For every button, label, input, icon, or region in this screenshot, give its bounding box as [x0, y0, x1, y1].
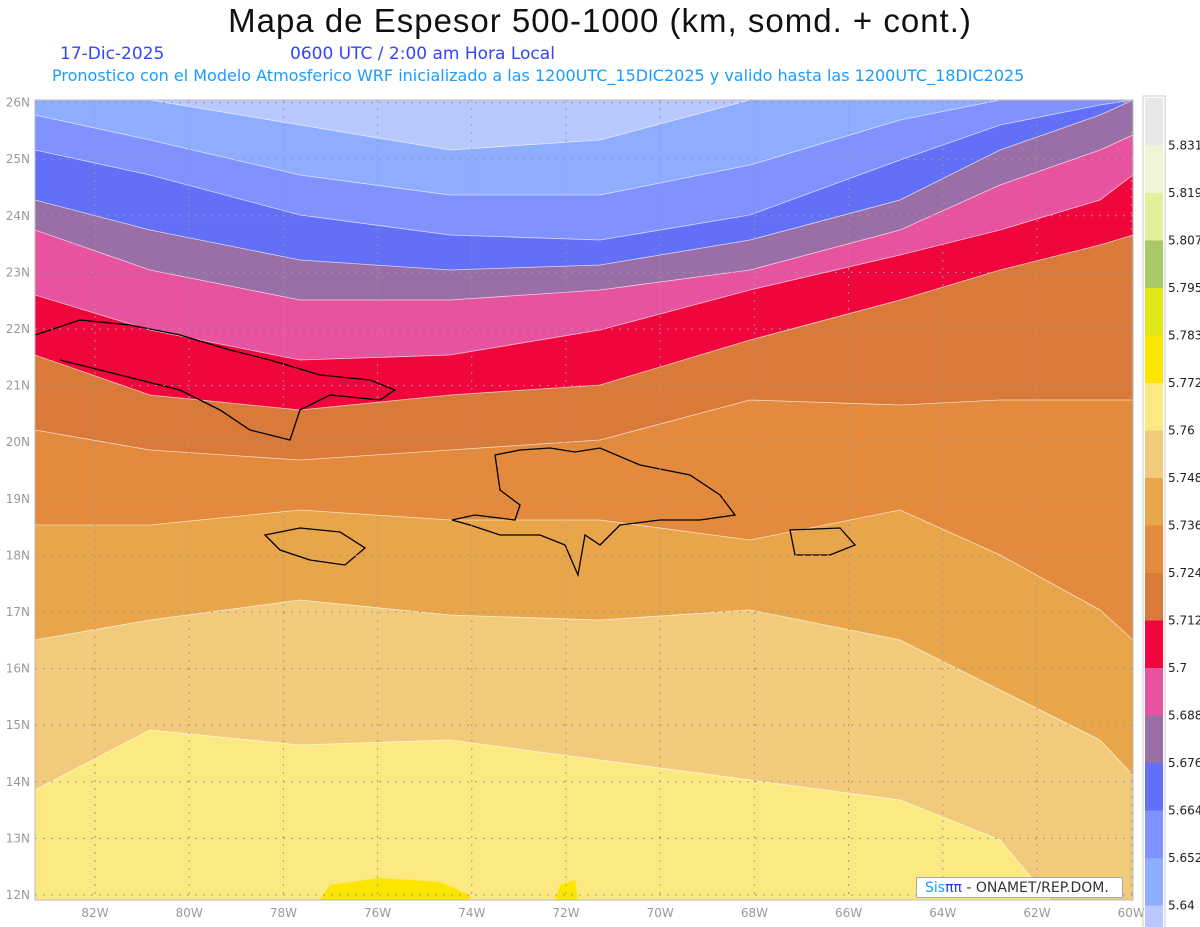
lon-tick-label: 62W: [1023, 906, 1050, 920]
puerto-rico-coast: [789, 527, 857, 556]
colorbar-swatch: [1145, 98, 1163, 146]
lon-tick-label: 68W: [741, 906, 768, 920]
model-subtitle: Pronostico con el Modelo Atmosferico WRF…: [52, 66, 1025, 85]
map-frame: [34, 99, 1134, 901]
colorbar-swatch: [1145, 288, 1163, 336]
lat-tick-label: 18N: [6, 548, 30, 562]
colorbar-label: 5.807: [1168, 234, 1200, 248]
colorbar-swatch: [1145, 810, 1163, 858]
colorbar-label: 5.688: [1168, 709, 1200, 723]
lon-tick-label: 82W: [81, 906, 108, 920]
lon-tick-label: 60W: [1118, 906, 1145, 920]
colorbar-label: 5.783: [1168, 329, 1200, 343]
lat-tick-label: 12N: [6, 888, 30, 902]
cuba-coast: [35, 319, 397, 441]
logo-text: - ONAMET/REP.DOM.: [961, 880, 1109, 896]
colorbar-swatch: [1145, 240, 1163, 288]
colorbar-swatch: [1145, 145, 1163, 193]
colorbar-label: 5.712: [1168, 614, 1200, 628]
lat-tick-label: 13N: [6, 831, 30, 845]
map-title: Mapa de Espesor 500-1000 (km, somd. + co…: [228, 2, 972, 39]
logo-sis: Sis: [925, 880, 946, 896]
colorbar-label: 5.795: [1168, 281, 1200, 295]
onamet-logo: Sisππ - ONAMET/REP.DOM.: [916, 877, 1123, 898]
colorbar-swatch: [1145, 715, 1163, 763]
lat-tick-label: 19N: [6, 492, 30, 506]
colorbar-swatch: [1145, 335, 1163, 383]
colorbar-label: 5.64: [1168, 899, 1195, 913]
colorbar-swatch: [1145, 430, 1163, 478]
forecast-time: 0600 UTC / 2:00 am Hora Local: [290, 44, 555, 64]
colorbar-swatch: [1145, 478, 1163, 526]
thickness-band: [35, 729, 1051, 900]
lon-tick-label: 78W: [270, 906, 297, 920]
colorbar-label: 5.831: [1168, 139, 1200, 153]
colorbar-swatch: [1145, 573, 1163, 621]
colorbar-frame: [1142, 95, 1166, 927]
lon-tick-label: 70W: [647, 906, 674, 920]
colorbar-swatch: [1145, 763, 1163, 811]
lon-tick-label: 72W: [552, 906, 579, 920]
lat-tick-label: 15N: [6, 718, 30, 732]
colorbar-swatch: [1145, 193, 1163, 241]
lat-tick-label: 22N: [6, 322, 30, 336]
lon-tick-label: 76W: [364, 906, 391, 920]
colorbar-label: 5.819: [1168, 186, 1200, 200]
colorbar-label: 5.736: [1168, 519, 1200, 533]
lat-tick-label: 20N: [6, 435, 30, 449]
lat-tick-label: 24N: [6, 209, 30, 223]
lat-tick-label: 26N: [6, 96, 30, 110]
colorbar-label: 5.748: [1168, 471, 1200, 485]
colorbar-swatch: [1145, 905, 1163, 927]
thickness-band-max: [320, 878, 470, 900]
colorbar-label: 5.664: [1168, 804, 1200, 818]
lat-tick-label: 23N: [6, 265, 30, 279]
colorbar-swatch: [1145, 668, 1163, 716]
colorbar-label: 5.676: [1168, 756, 1200, 770]
lat-tick-label: 14N: [6, 775, 30, 789]
lon-tick-label: 74W: [458, 906, 485, 920]
colorbar-swatch: [1145, 525, 1163, 573]
lat-tick-label: 17N: [6, 605, 30, 619]
colorbar-swatch: [1145, 383, 1163, 431]
lon-tick-label: 66W: [835, 906, 862, 920]
lat-tick-label: 25N: [6, 152, 30, 166]
logo-pi: ππ: [945, 880, 962, 896]
hispaniola-coast: [451, 447, 737, 578]
colorbar-label: 5.724: [1168, 566, 1200, 580]
lon-tick-label: 64W: [929, 906, 956, 920]
forecast-date: 17-Dic-2025: [60, 44, 165, 64]
colorbar-swatch: [1145, 858, 1163, 906]
jamaica-coast: [263, 527, 367, 566]
lon-tick-label: 80W: [176, 906, 203, 920]
colorbar-label: 5.7: [1168, 661, 1187, 675]
colorbar-label: 5.652: [1168, 851, 1200, 865]
colorbar-swatch: [1145, 620, 1163, 668]
lat-tick-label: 21N: [6, 379, 30, 393]
lat-tick-label: 16N: [6, 662, 30, 676]
colorbar-label: 5.76: [1168, 424, 1195, 438]
colorbar-label: 5.772: [1168, 376, 1200, 390]
coastlines: [35, 319, 857, 578]
